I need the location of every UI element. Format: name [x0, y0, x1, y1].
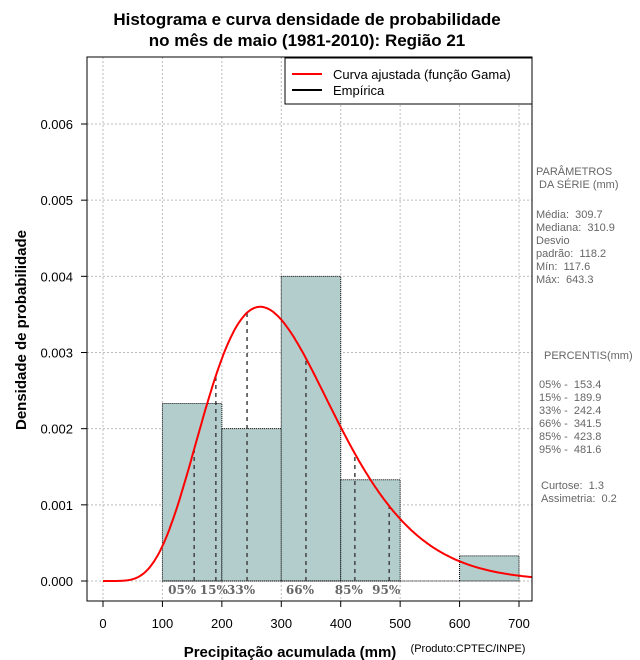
histogram-bar: [340, 479, 401, 582]
x-tick-label: 500: [389, 616, 411, 631]
histogram-bar: [459, 555, 520, 582]
x-tick-label: 0: [99, 616, 106, 631]
chart-title-line2: no mês de maio (1981-2010): Região 21: [149, 31, 466, 50]
percentile-label: 05%: [168, 583, 197, 597]
y-tick-label: 0.006: [40, 117, 73, 132]
legend-label: Curva ajustada (função Gama): [333, 67, 511, 82]
y-tick-label: 0.001: [40, 498, 73, 513]
legend-box: [284, 57, 533, 105]
params-title: PARÂMETROS DA SÉRIE (mm): [536, 166, 619, 191]
percentile-label: 15%: [200, 583, 229, 597]
legend-label: Empírica: [333, 83, 385, 98]
params-values: Média: 309.7 Mediana: 310.9 Desvio padrã…: [536, 209, 615, 286]
credit-text: (Produto:CPTEC/INPE): [411, 643, 526, 655]
percentiles-title: PERCENTIS(mm): [544, 350, 633, 362]
y-tick-label: 0.002: [40, 422, 73, 437]
x-axis-label: Precipitação acumulada (mm): [184, 644, 397, 660]
histogram-bar: [280, 275, 342, 582]
x-tick-label: 700: [508, 616, 530, 631]
percentiles-values: 05% - 153.4 15% - 189.9 33% - 242.4 66% …: [539, 379, 602, 456]
shape-stats: Curtose: 1.3 Assimetria: 0.2: [541, 480, 617, 505]
x-tick-label: 400: [330, 616, 352, 631]
percentile-label: 66%: [286, 583, 315, 597]
x-tick-label: 100: [152, 616, 174, 631]
gamma-curve: [103, 305, 533, 582]
y-tick-label: 0.003: [40, 346, 73, 361]
percentile-label: 85%: [335, 583, 364, 597]
x-tick-label: 600: [449, 616, 471, 631]
percentile-label: 95%: [372, 583, 401, 597]
histogram-bar: [221, 428, 282, 582]
plot-frame: [86, 56, 533, 602]
x-tick-label: 200: [211, 616, 233, 631]
chart-title-line1: Histograma e curva densidade de probabil…: [113, 10, 500, 29]
y-axis-label: Densidade de probabilidade: [13, 230, 30, 430]
y-tick-label: 0.005: [40, 193, 73, 208]
histogram-bar: [161, 403, 223, 582]
y-tick-label: 0.004: [40, 269, 73, 284]
percentile-label: 33%: [227, 583, 256, 597]
x-tick-label: 300: [270, 616, 292, 631]
y-tick-label: 0.000: [40, 574, 73, 589]
